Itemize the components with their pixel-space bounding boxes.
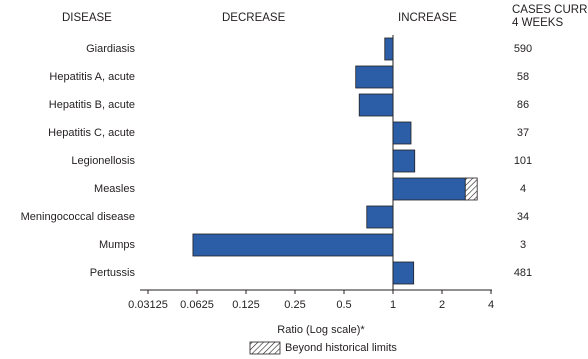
bar: [392, 121, 412, 145]
category-label: Hepatitis C, acute: [48, 127, 135, 139]
x-tick-label: 2: [439, 299, 445, 311]
bar: [392, 149, 416, 173]
category-label: Legionellosis: [71, 155, 135, 167]
category-label: Hepatitis B, acute: [49, 99, 135, 111]
cases-value: 37: [517, 127, 529, 139]
x-tick-label: 0.25: [284, 299, 305, 311]
header-disease: DISEASE: [62, 12, 112, 24]
cases-value: 3: [520, 239, 526, 251]
bar: [392, 261, 415, 285]
cases-value: 4: [520, 183, 526, 195]
bar: [355, 65, 394, 89]
cases-value: 481: [514, 267, 532, 279]
x-axis-label: Ratio (Log scale)*: [277, 324, 365, 336]
header-cases: CASES CURRENT: [512, 4, 588, 16]
x-tick-label: 1: [390, 299, 396, 311]
header-cases: 4 WEEKS: [512, 17, 563, 29]
x-tick-label: 0.0625: [180, 299, 214, 311]
legend-swatch: [249, 341, 281, 355]
category-label: Hepatitis A, acute: [49, 71, 135, 83]
x-tick-label: 0.125: [232, 299, 260, 311]
legend-label: Beyond historical limits: [285, 342, 397, 354]
bar: [358, 93, 394, 117]
bar: [392, 177, 466, 201]
header-increase: INCREASE: [398, 12, 457, 24]
category-label: Measles: [94, 183, 135, 195]
bar: [192, 233, 394, 257]
cases-value: 590: [514, 43, 532, 55]
cases-value: 86: [517, 99, 529, 111]
bar: [384, 37, 394, 61]
bar: [366, 205, 394, 229]
header-decrease: DECREASE: [222, 12, 286, 24]
x-tick-label: 4: [488, 299, 494, 311]
category-label: Giardiasis: [86, 43, 135, 55]
x-tick-label: 0.03125: [128, 299, 168, 311]
category-label: Meningococcal disease: [21, 211, 135, 223]
cases-value: 34: [517, 211, 529, 223]
bar-beyond-limits: [464, 177, 478, 201]
cases-value: 101: [514, 155, 532, 167]
category-label: Pertussis: [90, 267, 136, 279]
category-label: Mumps: [99, 239, 136, 251]
x-tick-label: 0.5: [336, 299, 351, 311]
cases-value: 58: [517, 71, 529, 83]
